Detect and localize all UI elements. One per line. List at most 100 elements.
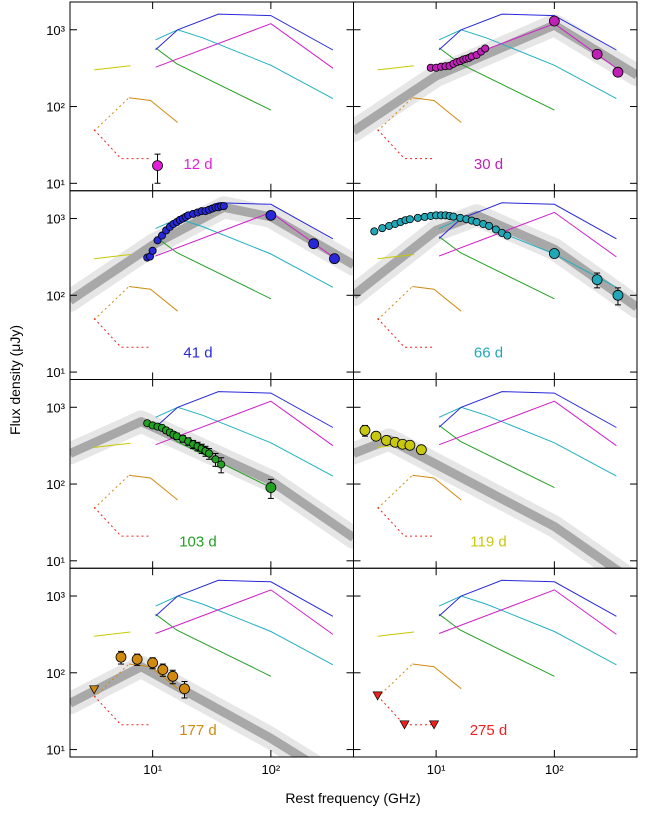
reference-line (155, 391, 334, 428)
reference-line (93, 97, 130, 132)
model-curve (353, 435, 623, 569)
data-point (147, 657, 159, 669)
model-band (70, 196, 354, 312)
panel-label: 177 d (179, 722, 217, 739)
panel (70, 579, 334, 757)
panel-label: 275 d (470, 722, 508, 739)
reference-line (155, 579, 334, 617)
y-tick-label: 10¹ (46, 554, 65, 569)
data-point (167, 670, 179, 682)
y-tick-label: 10³ (46, 212, 65, 227)
panel (70, 196, 354, 348)
reference-line (155, 23, 334, 69)
reference-line (438, 425, 555, 489)
panel (353, 13, 637, 160)
reference-line (94, 631, 131, 637)
panel-label: 41 d (183, 345, 212, 362)
reference-line (93, 129, 151, 160)
reference-line (438, 613, 555, 677)
panel (353, 202, 637, 348)
data-point (152, 160, 163, 172)
reference-line (377, 129, 434, 160)
y-tick-label: 10¹ (46, 743, 65, 758)
reference-line (412, 663, 462, 690)
data-point (472, 218, 481, 227)
upper-limit-marker (399, 720, 410, 730)
data-point (148, 246, 157, 255)
data-point (217, 460, 226, 469)
reference-line (377, 65, 415, 71)
model-curve (70, 662, 310, 757)
reference-line (438, 236, 555, 300)
y-tick-label: 10² (46, 100, 65, 115)
reference-line (412, 286, 462, 312)
data-point (548, 248, 560, 259)
y-tick-label: 10¹ (46, 176, 65, 191)
model-band (353, 428, 634, 569)
data-point (591, 48, 603, 60)
reference-line (438, 211, 617, 258)
data-point (205, 449, 214, 458)
reference-line (412, 97, 462, 123)
reference-line (155, 236, 272, 300)
upper-limit-marker (372, 691, 383, 701)
reference-line (438, 595, 617, 666)
data-point (179, 683, 190, 695)
data-point (219, 202, 228, 211)
upper-limit-marker (89, 685, 100, 695)
data-point (485, 221, 494, 230)
x-axis-label: Rest frequency (GHz) (285, 790, 420, 806)
data-point (415, 444, 427, 456)
reference-line (155, 589, 334, 635)
data-point (131, 653, 143, 665)
data-point (378, 224, 387, 233)
reference-line (438, 589, 617, 635)
reference-line (155, 29, 334, 100)
reference-line (128, 474, 179, 501)
reference-line (438, 579, 617, 617)
reference-line (93, 286, 130, 321)
reference-line (438, 406, 617, 477)
y-tick-label: 10³ (46, 400, 65, 415)
data-point (265, 482, 277, 493)
reference-line (438, 400, 617, 447)
reference-line (438, 13, 617, 51)
x-tick-label: 10¹ (143, 762, 162, 777)
y-axis-label: Flux density (μJy) (7, 325, 23, 435)
y-tick-label: 10² (46, 288, 65, 303)
data-point (370, 430, 382, 442)
reference-line (93, 663, 130, 698)
reference-line (155, 47, 272, 111)
data-point (329, 253, 340, 265)
x-tick-label: 10² (261, 762, 280, 777)
reference-line (155, 613, 272, 677)
panel-label: 103 d (179, 533, 217, 550)
reference-line (412, 474, 462, 501)
reference-line (438, 202, 617, 240)
reference-line (128, 286, 179, 312)
y-tick-label: 10² (46, 666, 65, 681)
reference-line (155, 406, 334, 477)
x-tick-label: 10¹ (427, 762, 446, 777)
reference-line (94, 254, 131, 260)
reference-line (93, 474, 130, 509)
data-point (381, 435, 392, 446)
data-point (115, 651, 127, 663)
y-tick-label: 10¹ (46, 365, 65, 380)
data-point (612, 289, 624, 301)
reference-line (377, 254, 415, 260)
x-tick-label: 10² (545, 762, 564, 777)
panel (372, 579, 617, 730)
reference-line (155, 595, 334, 666)
data-point (503, 231, 512, 240)
data-point (211, 455, 220, 464)
reference-line (94, 65, 131, 71)
reference-line (94, 442, 131, 448)
panel-label: 12 d (183, 156, 212, 173)
reference-line (377, 506, 434, 537)
y-tick-label: 10³ (46, 23, 65, 38)
data-point (481, 44, 490, 53)
panel (93, 13, 334, 184)
